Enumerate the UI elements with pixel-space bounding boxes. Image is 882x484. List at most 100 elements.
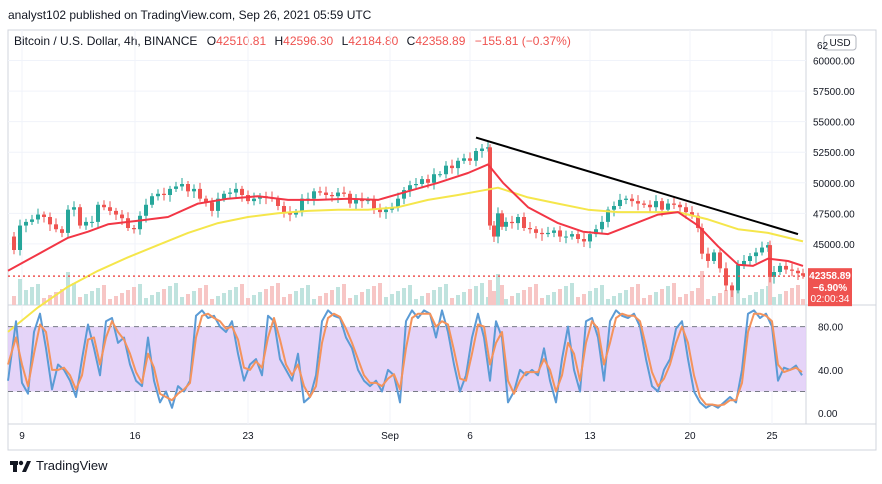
candle-body bbox=[90, 221, 94, 223]
volume-bar bbox=[306, 285, 310, 305]
volume-bar bbox=[500, 285, 504, 305]
ohlc-line: Bitcoin / U.S. Dollar, 4h, BINANCE O4251… bbox=[14, 34, 571, 48]
volume-bar bbox=[72, 283, 76, 305]
price-tick-label: 55000.00 bbox=[813, 118, 855, 129]
volume-bar bbox=[600, 285, 604, 305]
volume-bar bbox=[150, 295, 154, 305]
volume-bar bbox=[582, 294, 586, 305]
volume-bar bbox=[678, 297, 682, 305]
candles-layer bbox=[12, 141, 805, 298]
trendline-layer bbox=[8, 136, 806, 277]
volume-bar bbox=[318, 296, 322, 305]
candle-body bbox=[84, 221, 88, 226]
volume-bar bbox=[354, 295, 358, 305]
candle-body bbox=[630, 198, 634, 202]
candle-body bbox=[198, 188, 202, 199]
candle-body bbox=[144, 204, 148, 216]
volume-bar bbox=[396, 291, 400, 305]
volume-bar bbox=[778, 294, 782, 305]
time-tick-label: Sep bbox=[381, 431, 399, 442]
volume-bar bbox=[718, 293, 722, 305]
low-label: L bbox=[342, 34, 349, 48]
close-label: C bbox=[407, 34, 416, 48]
last-price-tag: 42358.89 −6.90% 02:00:34 bbox=[808, 268, 852, 307]
volume-bar bbox=[636, 284, 640, 305]
candle-body bbox=[768, 245, 772, 277]
candle-body bbox=[444, 165, 448, 175]
slow-moving-average-line bbox=[7, 186, 804, 333]
candle-body bbox=[252, 198, 256, 202]
time-tick-label: 20 bbox=[684, 431, 696, 442]
tradingview-brand: TradingView bbox=[36, 458, 108, 473]
candle-body bbox=[72, 207, 76, 210]
currency-badge[interactable]: USD bbox=[823, 34, 857, 51]
volume-bar bbox=[712, 296, 716, 305]
volume-bar bbox=[60, 289, 64, 305]
tradingview-logo-icon bbox=[10, 460, 31, 472]
candle-body bbox=[790, 269, 794, 271]
candle-body bbox=[48, 217, 52, 225]
candle-body bbox=[180, 184, 184, 187]
candle-body bbox=[222, 193, 226, 199]
candle-body bbox=[30, 219, 34, 222]
volume-bar bbox=[102, 285, 106, 305]
candle-body bbox=[648, 204, 652, 208]
candle-body bbox=[778, 265, 782, 272]
candle-body bbox=[712, 252, 716, 261]
tradingview-logo[interactable]: TradingView bbox=[10, 458, 108, 473]
volume-bar bbox=[480, 283, 484, 305]
volume-bar bbox=[126, 290, 130, 305]
candle-body bbox=[324, 192, 328, 195]
volume-bar bbox=[796, 285, 800, 305]
candle-body bbox=[480, 148, 484, 151]
candle-body bbox=[168, 188, 172, 195]
volume-bar bbox=[114, 296, 118, 305]
volume-bar bbox=[468, 289, 472, 305]
candle-body bbox=[300, 198, 304, 213]
candle-body bbox=[162, 193, 166, 195]
candle-body bbox=[718, 252, 722, 269]
time-tick-label: 9 bbox=[19, 431, 25, 442]
candle-body bbox=[336, 192, 340, 197]
volume-bar bbox=[570, 283, 574, 305]
price-tick-label: 50000.00 bbox=[813, 179, 855, 190]
last-price-countdown: 02:00:34 bbox=[811, 294, 850, 305]
volume-bar bbox=[790, 288, 794, 305]
candle-body bbox=[42, 214, 46, 217]
candle-body bbox=[742, 261, 746, 265]
volume-bar bbox=[534, 284, 538, 305]
candle-body bbox=[724, 268, 728, 286]
volume-bar bbox=[690, 291, 694, 305]
volume-bar bbox=[84, 294, 88, 305]
candle-body bbox=[102, 204, 106, 208]
volume-bar bbox=[204, 285, 208, 305]
volume-bar bbox=[754, 292, 758, 305]
symbol-name: Bitcoin / U.S. Dollar, 4h, BINANCE bbox=[14, 34, 197, 48]
volume-bar bbox=[684, 294, 688, 305]
volume-bar bbox=[801, 299, 805, 305]
candle-body bbox=[660, 201, 664, 210]
volume-bar bbox=[18, 279, 22, 305]
candle-body bbox=[204, 198, 208, 203]
candle-body bbox=[60, 229, 64, 233]
volume-bar bbox=[748, 295, 752, 305]
close-value: 42358.89 bbox=[415, 34, 465, 48]
candle-body bbox=[174, 186, 178, 189]
volume-bar bbox=[222, 293, 226, 305]
volume-bar bbox=[36, 284, 40, 305]
time-tick-label: 23 bbox=[242, 431, 254, 442]
volume-bar bbox=[336, 287, 340, 305]
stoch-d-line bbox=[7, 312, 803, 407]
volume-bar bbox=[198, 288, 202, 305]
candle-body bbox=[522, 217, 526, 228]
volume-bar bbox=[24, 290, 28, 305]
candle-body bbox=[678, 204, 682, 208]
candle-body bbox=[282, 206, 286, 213]
stoch-k-line bbox=[7, 309, 803, 409]
volume-bar bbox=[414, 299, 418, 305]
candle-body bbox=[510, 221, 514, 224]
candle-body bbox=[558, 230, 562, 237]
volume-bar bbox=[312, 299, 316, 305]
volume-bar bbox=[258, 292, 262, 305]
